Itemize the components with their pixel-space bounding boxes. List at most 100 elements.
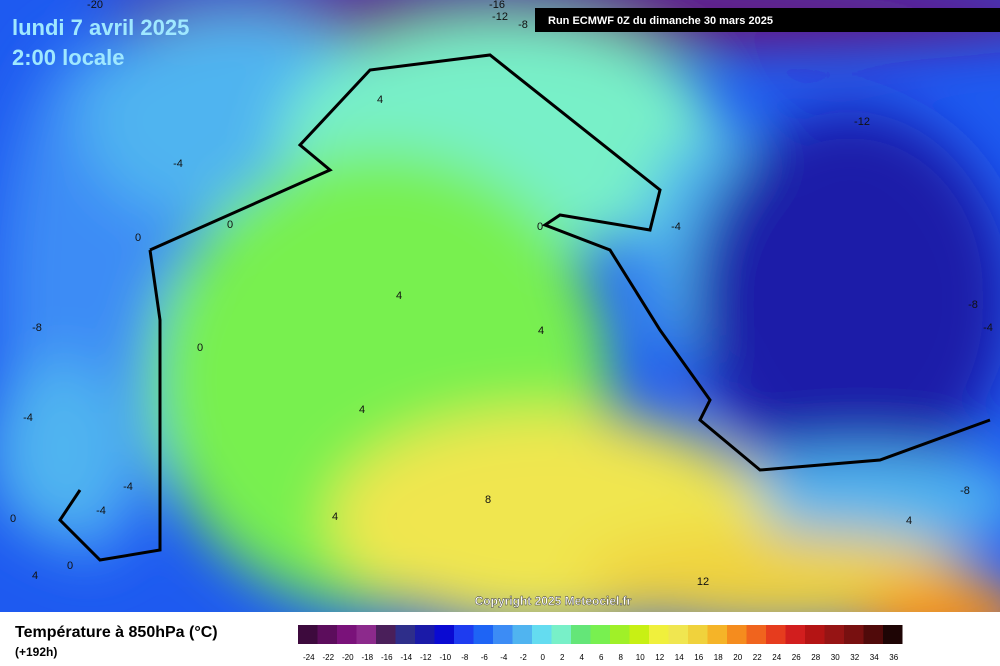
zero-isotherm <box>58 249 162 562</box>
contour-label: 8 <box>485 494 491 506</box>
contour-label: 0 <box>135 232 141 244</box>
color-swatch <box>317 625 337 644</box>
color-swatch <box>395 625 415 644</box>
contour-label: 4 <box>32 570 38 582</box>
color-swatch <box>590 625 610 644</box>
contour-label: -8 <box>518 19 528 31</box>
color-swatch <box>727 625 747 644</box>
color-swatch <box>844 625 864 644</box>
colorbar-tick-label: 30 <box>831 653 840 662</box>
colorbar-tick-label: 36 <box>889 653 898 662</box>
colorbar-tick-label: -6 <box>481 653 489 662</box>
contour-label: 0 <box>227 219 233 231</box>
color-swatch <box>824 625 844 644</box>
colorbar-tick-label: 10 <box>636 653 645 662</box>
colorbar-tick-label: -8 <box>461 653 469 662</box>
colorbar-tick-label: -16 <box>381 653 393 662</box>
colorbar-tick-label: -12 <box>420 653 432 662</box>
colorbar-tick-label: -20 <box>342 653 354 662</box>
colorbar-tick-label: 6 <box>599 653 604 662</box>
contour-label: 0 <box>10 513 16 525</box>
colorbar-tick-label: 16 <box>694 653 703 662</box>
colorbar-tick-label: -14 <box>400 653 412 662</box>
contour-label: 4 <box>396 290 402 302</box>
contour-label: 0 <box>537 221 543 233</box>
colorbar-tick-label: -4 <box>500 653 508 662</box>
contour-label: -20 <box>87 0 103 11</box>
colorbar-tick-label: -22 <box>322 653 334 662</box>
contour-label: -4 <box>123 481 133 493</box>
colorbar-tick-label: 34 <box>870 653 879 662</box>
contour-label: 4 <box>538 325 544 337</box>
colorbar-tick-label: 28 <box>811 653 820 662</box>
contour-label: 0 <box>67 560 73 572</box>
contour-label: -4 <box>671 221 681 233</box>
colorbar-tick-label: 22 <box>753 653 762 662</box>
colorbar-tick-label: 26 <box>792 653 801 662</box>
color-swatch <box>415 625 435 644</box>
contour-label: -16 <box>489 0 505 11</box>
color-swatch <box>434 625 454 644</box>
colorbar-tick-label: -18 <box>361 653 373 662</box>
contour-label: 4 <box>377 94 383 106</box>
contour-label: -12 <box>492 11 508 23</box>
color-swatch <box>766 625 786 644</box>
color-swatch <box>376 625 396 644</box>
color-swatch <box>883 625 903 644</box>
color-swatch <box>668 625 688 644</box>
colorbar-tick-label: -10 <box>439 653 451 662</box>
color-swatch <box>649 625 669 644</box>
time: 2:00 locale <box>12 45 125 70</box>
colorbar-tick-label: 32 <box>850 653 859 662</box>
contour-label: -4 <box>23 412 33 424</box>
run-info: Run ECMWF 0Z du dimanche 30 mars 2025 <box>548 15 773 27</box>
color-swatch <box>532 625 552 644</box>
contour-label: 12 <box>697 576 709 588</box>
color-swatch <box>298 625 318 644</box>
contour-label: 4 <box>906 515 912 527</box>
color-swatch <box>493 625 513 644</box>
color-swatch <box>512 625 532 644</box>
copyright: Copyright 2025 Meteociel.fr <box>475 594 632 608</box>
legend-title: Température à 850hPa (°C) <box>15 624 218 641</box>
color-swatch <box>551 625 571 644</box>
contour-label: 0 <box>197 342 203 354</box>
color-swatch <box>688 625 708 644</box>
contour-label: -4 <box>983 322 993 334</box>
colorbar-tick-label: 24 <box>772 653 781 662</box>
contour-label: -4 <box>96 505 106 517</box>
colorbar-tick-label: 14 <box>675 653 684 662</box>
color-swatch <box>610 625 630 644</box>
colorbar-tick-label: 0 <box>541 653 546 662</box>
colorbar-tick-label: 12 <box>655 653 664 662</box>
color-swatch <box>337 625 357 644</box>
color-swatch <box>863 625 883 644</box>
color-swatch <box>356 625 376 644</box>
zero-isotherm <box>149 53 991 472</box>
color-swatch <box>746 625 766 644</box>
colorbar-tick-label: 20 <box>733 653 742 662</box>
colorbar-tick-label: -2 <box>520 653 528 662</box>
colorbar-tick-label: 18 <box>714 653 723 662</box>
contour-label: -8 <box>960 485 970 497</box>
color-swatch <box>571 625 591 644</box>
contour-label: -12 <box>854 116 870 128</box>
date: lundi 7 avril 2025 <box>12 15 189 40</box>
contour-label: -8 <box>32 322 42 334</box>
color-swatch <box>629 625 649 644</box>
color-swatch <box>454 625 474 644</box>
contour-label: 4 <box>332 511 338 523</box>
colorbar-tick-label: 2 <box>560 653 565 662</box>
color-swatch <box>785 625 805 644</box>
color-swatch <box>707 625 727 644</box>
forecast-lead: (+192h) <box>15 645 57 659</box>
contour-label: -8 <box>968 299 978 311</box>
color-swatch <box>805 625 825 644</box>
contour-label: 4 <box>359 404 365 416</box>
color-swatch <box>473 625 493 644</box>
contour-label: -4 <box>173 158 183 170</box>
colorbar-tick-label: -24 <box>303 653 315 662</box>
colorbar-tick-label: 4 <box>580 653 585 662</box>
